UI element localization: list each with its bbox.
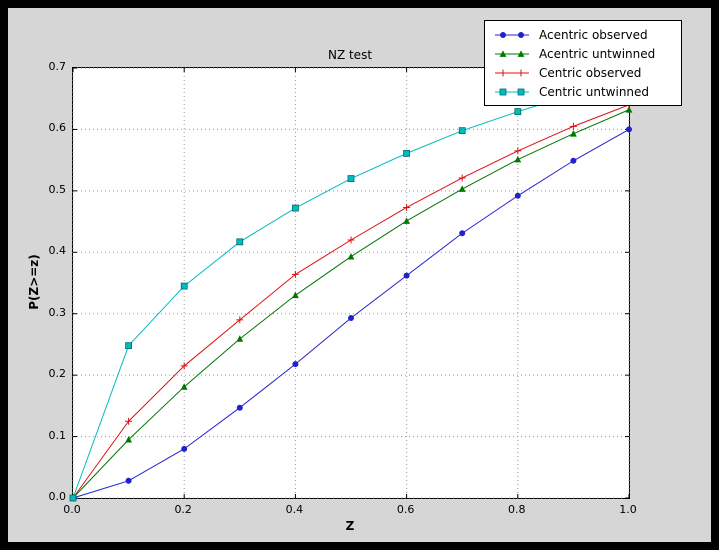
marker-plus (125, 417, 133, 425)
y-axis-label: P(Z>=z) (27, 254, 41, 310)
marker-circle (514, 192, 521, 199)
marker-circle (292, 361, 299, 368)
marker-square (180, 282, 188, 290)
marker-triangle (625, 106, 633, 113)
marker-circle (518, 31, 524, 38)
series-line (72, 109, 630, 499)
marker-triangle (292, 291, 299, 299)
marker-plus (458, 174, 466, 182)
marker-square (69, 494, 77, 502)
legend-label: Acentric untwinned (539, 46, 656, 61)
legend-label: Centric observed (539, 65, 642, 80)
marker-plus (517, 69, 525, 76)
legend-sample (495, 69, 529, 76)
series-line (72, 77, 630, 499)
y-tick-label: 0.2 (48, 367, 67, 381)
marker-plus (569, 122, 577, 130)
plot-canvas (69, 67, 633, 502)
marker-square (291, 204, 299, 212)
y-tick-label: 0.7 (48, 60, 67, 73)
marker-square (347, 175, 355, 182)
marker-circle (125, 477, 132, 484)
legend-sample (495, 88, 529, 95)
legend-label: Centric untwinned (539, 84, 650, 99)
x-tick-label: 0.0 (63, 503, 81, 516)
y-tick-label: 0.1 (48, 428, 67, 442)
x-tick-label: 0.8 (508, 503, 526, 516)
legend-item: Acentric observed (493, 25, 675, 44)
marker-triangle (517, 49, 525, 57)
marker-square (458, 127, 466, 135)
figure: NZ test P(Z>=z) Z 0.0 0.2 0.4 0.6 0.8 1.0 0.0… (8, 8, 711, 542)
marker-circle (348, 315, 354, 322)
marker-circle (459, 230, 466, 237)
x-tick-label: 1.0 (619, 503, 637, 516)
y-tick-label: 0.5 (48, 182, 67, 196)
marker-plus (347, 236, 355, 244)
legend-item: Centric untwinned (493, 82, 675, 101)
legend: Acentric observed Acentric untwinned Centr… (484, 20, 682, 106)
marker-plus (403, 203, 411, 211)
marker-plus (236, 316, 244, 324)
marker-plus (499, 69, 507, 76)
marker-plus (180, 362, 188, 370)
marker-circle (403, 272, 410, 279)
marker-square (499, 88, 507, 95)
marker-circle (500, 31, 506, 38)
marker-triangle (125, 436, 132, 443)
marker-triangle (458, 185, 466, 192)
chart-title: NZ test (327, 48, 373, 62)
legend-sample (495, 31, 529, 38)
marker-triangle (570, 130, 577, 137)
marker-circle (626, 126, 632, 133)
y-tick-label: 0.0 (48, 490, 67, 503)
marker-plus (291, 270, 299, 278)
marker-triangle (514, 155, 522, 163)
x-tick-label: 0.6 (396, 503, 415, 516)
legend-item: Acentric untwinned (493, 44, 675, 63)
marker-triangle (347, 252, 355, 260)
marker-square (125, 342, 132, 350)
legend-sample (495, 49, 529, 57)
marker-square (514, 108, 522, 116)
plot-area (69, 67, 633, 502)
marker-triangle (236, 335, 244, 342)
marker-square (403, 149, 411, 157)
x-tick-label: 0.4 (285, 503, 304, 516)
marker-circle (181, 445, 188, 452)
marker-plus (514, 147, 522, 155)
y-tick-label: 0.6 (48, 121, 67, 135)
marker-square (236, 238, 244, 246)
marker-circle (236, 404, 243, 411)
marker-circle (570, 157, 577, 164)
marker-square (517, 88, 525, 95)
legend-item: Centric observed (493, 63, 675, 82)
series-line (72, 104, 630, 499)
x-axis-label: Z (345, 519, 355, 533)
marker-triangle (403, 217, 410, 224)
x-tick-label: 0.2 (174, 503, 192, 516)
legend-label: Acentric observed (539, 27, 648, 42)
marker-triangle (499, 49, 507, 57)
marker-triangle (180, 383, 188, 390)
